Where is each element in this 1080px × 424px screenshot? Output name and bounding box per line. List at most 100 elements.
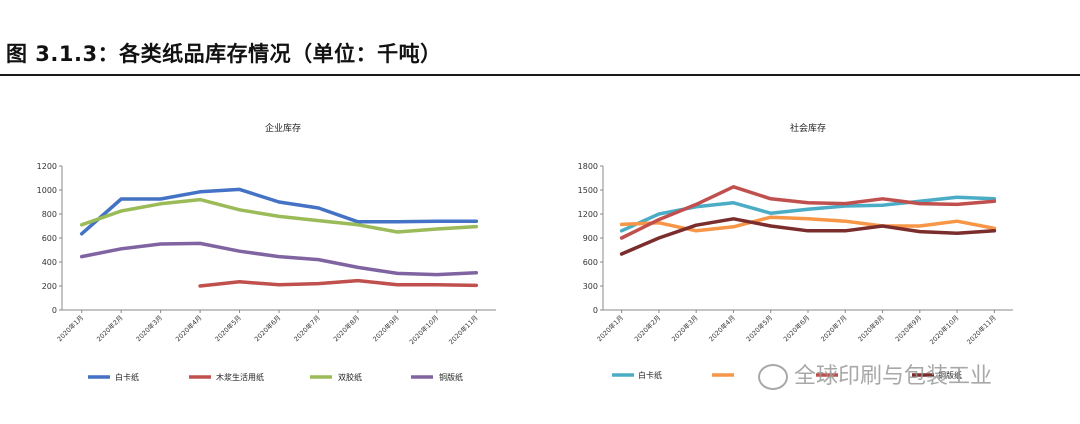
data-point — [317, 207, 320, 209]
data-point — [732, 202, 735, 204]
data-point — [844, 220, 847, 222]
data-point — [695, 224, 697, 226]
data-point — [475, 272, 478, 274]
data-point — [199, 191, 201, 193]
data-point — [159, 243, 162, 245]
data-point — [357, 221, 359, 223]
y-tick-label: 400 — [42, 258, 57, 267]
data-point — [993, 200, 996, 202]
chart-2: 社会库存 0 300 600 900 1200 1500 1800 2020年1月 2020年2月… — [578, 122, 1013, 380]
data-point — [159, 198, 162, 200]
y-tick-label: 600 — [42, 234, 57, 243]
data-point — [620, 237, 623, 239]
data-point — [695, 230, 697, 232]
title-divider — [0, 74, 1080, 76]
y-tick-label: 1800 — [578, 162, 598, 171]
data-point — [436, 273, 438, 276]
x-tick-label: 2020年9月 — [371, 313, 401, 343]
data-point — [396, 272, 399, 275]
y-tick-label: 600 — [583, 258, 598, 267]
x-tick-label: 2020年3月 — [134, 313, 164, 343]
x-tick-label: 2020年7月 — [292, 313, 322, 343]
series-line-2 — [198, 278, 479, 288]
data-point — [658, 237, 660, 239]
data-point — [620, 223, 623, 226]
data-point — [357, 279, 359, 282]
x-tick-label: 2020年11月 — [447, 313, 480, 346]
series-line-1 — [79, 187, 479, 236]
data-point — [278, 284, 280, 286]
data-point — [807, 230, 809, 232]
data-point — [317, 258, 320, 261]
data-point — [956, 232, 958, 234]
data-point — [732, 218, 735, 220]
x-tick-label: 2020年4月 — [173, 313, 203, 343]
data-point — [357, 224, 359, 226]
chart-title: 社会库存 — [790, 122, 826, 134]
data-point — [278, 201, 280, 203]
x-tick-label: 2020年6月 — [252, 313, 282, 343]
data-point — [357, 266, 359, 269]
data-point — [658, 222, 660, 224]
x-tick-label: 2020年7月 — [819, 313, 849, 343]
data-point — [658, 213, 660, 215]
y-tick-label: 900 — [583, 234, 598, 243]
data-point — [159, 203, 162, 205]
data-point — [238, 281, 241, 283]
legend-label: 木浆生活用纸 — [216, 372, 264, 382]
x-tick-label: 2020年2月 — [94, 313, 124, 343]
legend-label: 白卡纸 — [638, 370, 662, 380]
data-point — [993, 227, 996, 230]
watermark-text: 全球印刷与包装工业 — [794, 364, 993, 389]
data-point — [620, 230, 623, 232]
legend-label: 铜版纸 — [439, 372, 463, 382]
data-point — [956, 220, 958, 222]
data-point — [278, 255, 280, 258]
x-tick-label: 2020年2月 — [632, 313, 662, 343]
x-tick-label: 2020年5月 — [213, 313, 243, 343]
x-tick-label: 2020年5月 — [744, 313, 774, 343]
data-point — [238, 250, 241, 252]
data-point — [807, 202, 809, 204]
data-point — [769, 216, 772, 218]
data-point — [436, 228, 438, 230]
x-tick-label: 2020年10月 — [927, 313, 960, 346]
data-point — [769, 198, 772, 200]
legend-label: 双胶纸 — [338, 372, 362, 382]
data-point — [80, 224, 83, 226]
x-tick-label: 2020年3月 — [669, 313, 699, 343]
data-point — [120, 248, 122, 250]
data-point — [919, 202, 921, 205]
data-point — [475, 220, 478, 222]
data-point — [695, 203, 697, 206]
data-point — [120, 198, 122, 200]
data-point — [807, 208, 809, 210]
x-tick-label: 2020年6月 — [781, 313, 811, 343]
data-point — [396, 284, 399, 286]
data-point — [475, 225, 478, 228]
data-point — [620, 253, 623, 255]
x-tick-label: 2020年8月 — [856, 313, 886, 343]
data-point — [919, 230, 921, 233]
data-point — [238, 209, 241, 211]
data-point — [807, 218, 809, 220]
data-point — [956, 203, 958, 206]
data-point — [199, 198, 201, 201]
data-point — [278, 215, 280, 218]
data-point — [199, 242, 201, 245]
y-tick-label: 0 — [593, 306, 598, 315]
x-tick-label: 2020年4月 — [707, 313, 737, 343]
y-tick-label: 1000 — [37, 186, 57, 195]
figure-title: 图 3.1.3：各类纸品库存情况（单位：千吨） — [6, 42, 442, 66]
data-point — [844, 205, 847, 207]
data-point — [396, 221, 399, 223]
data-point — [80, 233, 83, 235]
data-point — [317, 282, 320, 285]
chart-1: 企业库存 0 200 400 600 800 1000 1200 2020年1月 2020年2月 2… — [37, 122, 496, 382]
x-tick-label: 2020年1月 — [55, 313, 85, 343]
x-tick-label: 2020年10月 — [407, 313, 440, 346]
data-point — [238, 188, 241, 191]
data-point — [732, 226, 735, 228]
y-tick-label: 200 — [42, 282, 57, 291]
data-point — [956, 196, 958, 198]
